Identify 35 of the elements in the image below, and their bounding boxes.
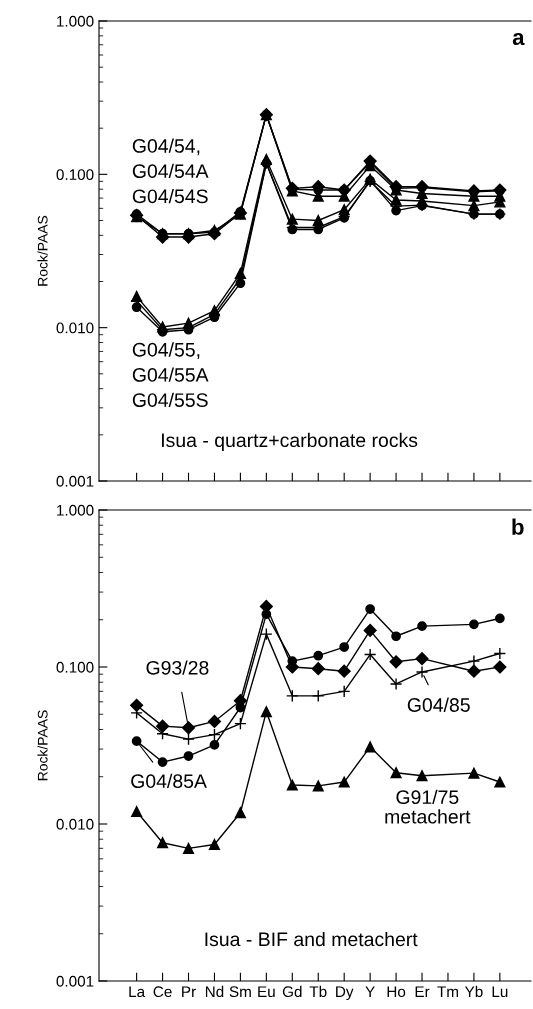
- x-tick-label: Ho: [387, 986, 406, 998]
- chart-title: b: [512, 518, 524, 535]
- y-axis-title: Rock/PAAS: [37, 215, 48, 286]
- x-tick-label: Nd: [205, 985, 224, 998]
- y-tick-label: 0.010: [56, 818, 94, 830]
- x-tick-label: Ce: [153, 986, 172, 998]
- x-tick-label: Y: [365, 986, 375, 997]
- annotation: G04/85A: [131, 773, 207, 789]
- x-tick-label: Sm: [229, 986, 251, 998]
- y-tick-label: 0.010: [56, 322, 94, 334]
- annotation: G04/55, G04/55A G04/55S: [132, 342, 209, 407]
- y-tick-label: 0.001: [56, 975, 94, 987]
- x-tick-label: Tm: [437, 986, 458, 997]
- y-axis-title: Rock/PAAS: [37, 710, 48, 781]
- annotation: G93/28: [146, 660, 209, 675]
- chart-title: a: [512, 32, 525, 46]
- x-tick-label: Tb: [309, 985, 327, 998]
- x-tick-label: Dy: [336, 986, 354, 1001]
- y-tick-label: 1.000: [57, 504, 94, 516]
- y-tick-label: 0.001: [56, 475, 94, 487]
- x-tick-label: La: [129, 986, 146, 998]
- annotation: G91/75 metachert: [385, 789, 471, 824]
- x-tick-label: Pr: [182, 986, 196, 997]
- x-tick-label: Er: [415, 986, 430, 997]
- annotation: Isua - BIF and metachert: [205, 931, 418, 947]
- x-tick-label: Gd: [282, 985, 302, 998]
- y-tick-label: 0.100: [56, 169, 94, 181]
- annotation: G04/54, G04/54A G04/54S: [132, 138, 209, 204]
- x-tick-label: Lu: [492, 986, 508, 998]
- y-tick-label: 0.100: [56, 661, 94, 673]
- annotation: Isua - quartz+carbonate rocks: [162, 432, 418, 451]
- annotation: G04/85: [407, 697, 470, 712]
- x-tick-label: Yb: [464, 985, 483, 998]
- x-tick-label: Eu: [258, 986, 275, 998]
- y-tick-label: 1.000: [57, 15, 94, 27]
